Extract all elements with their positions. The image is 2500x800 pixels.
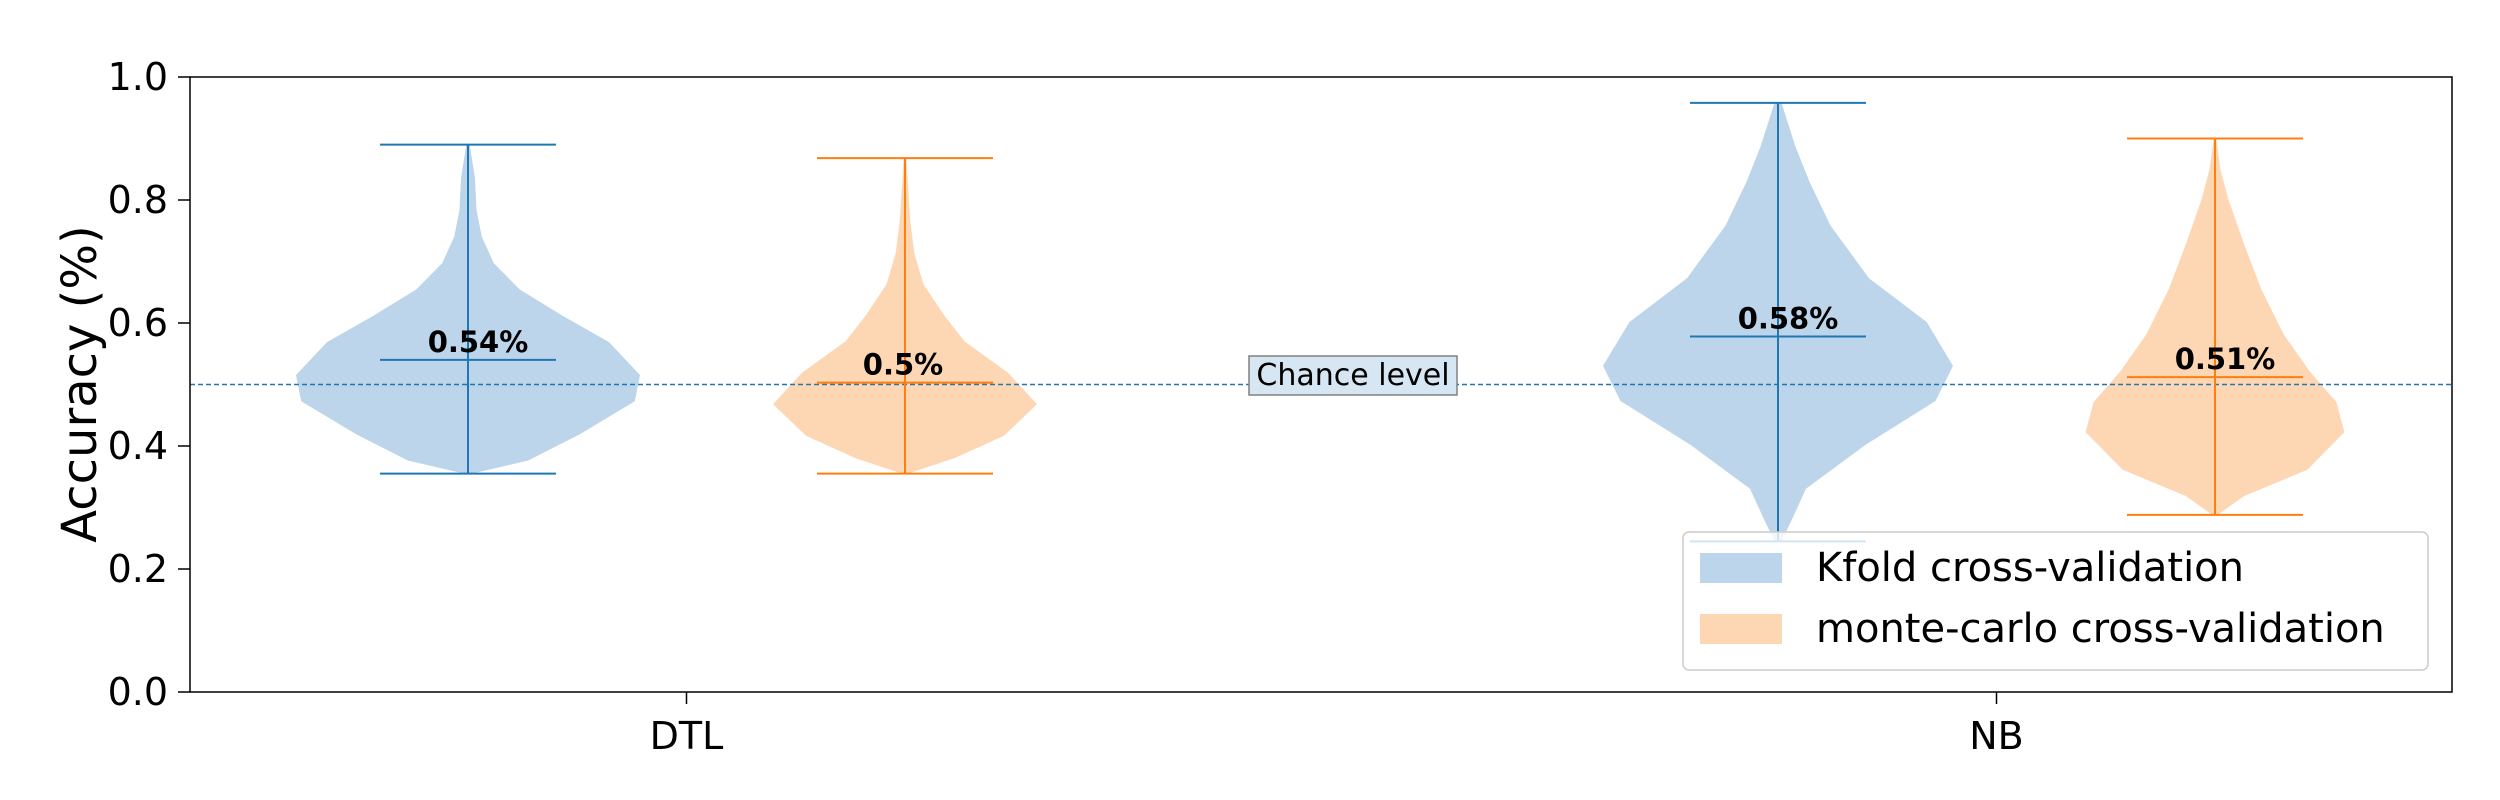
x-axis: DTL NB (650, 692, 2024, 758)
mean-label-monte-carlo-dtl: 0.5% (863, 348, 943, 382)
y-axis: 0.0 0.2 0.4 0.6 0.8 1.0 (108, 55, 190, 714)
legend-label-monte-carlo: monte-carlo cross-validation (1816, 606, 2385, 652)
y-tick-label: 0.8 (108, 178, 168, 222)
chance-level-label: Chance level (1256, 358, 1449, 393)
y-tick-label: 0.6 (108, 301, 168, 345)
legend-swatch-kfold (1700, 553, 1782, 583)
x-tick-label-nb: NB (1969, 714, 2024, 758)
y-tick-label: 1.0 (108, 55, 168, 99)
mean-label-kfold-nb: 0.58% (1738, 302, 1839, 336)
plot-area-frame (189, 76, 2453, 693)
mean-label-monte-carlo-nb: 0.51% (2175, 342, 2276, 376)
chance-level-box (1248, 355, 1458, 396)
legend-frame (1682, 531, 2429, 671)
legend-swatch-monte-carlo (1700, 614, 1782, 644)
chance-level-annotation: Chance level (1248, 355, 1458, 396)
mean-label-kfold-dtl: 0.54% (428, 325, 529, 359)
y-tick-label: 0.0 (108, 670, 168, 714)
legend-label-kfold: Kfold cross-validation (1816, 545, 2244, 591)
y-tick-label: 0.2 (108, 547, 168, 591)
y-tick-label: 0.4 (108, 424, 168, 468)
y-axis-title: Accuracy (%) (52, 225, 108, 542)
legend: Kfold cross-validation monte-carlo cross… (1682, 531, 2429, 671)
x-tick-label-dtl: DTL (650, 714, 724, 758)
